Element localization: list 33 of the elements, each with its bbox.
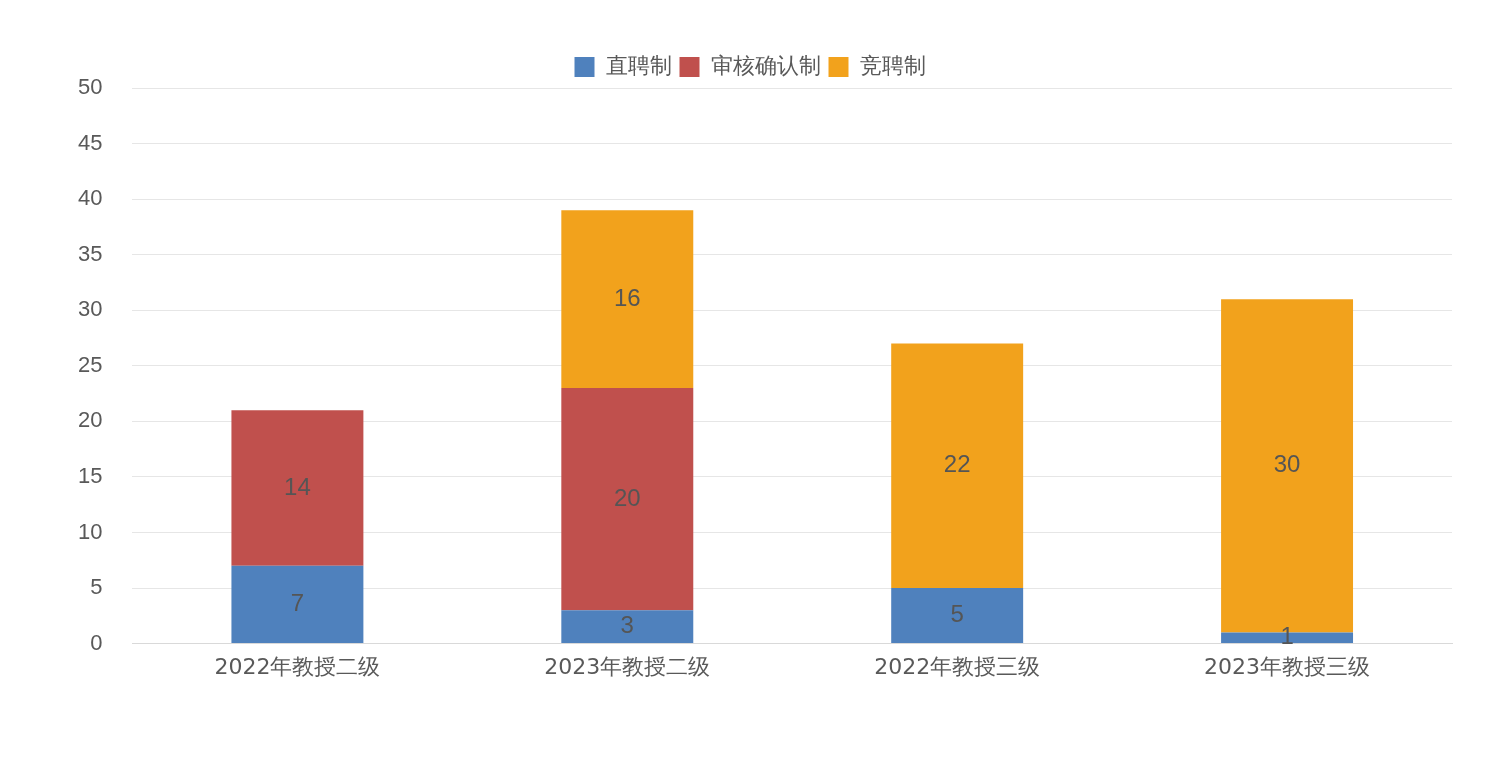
legend-label: 直聘制	[605, 52, 672, 78]
y-tick-label: 0	[90, 629, 103, 655]
data-label: 22	[943, 450, 971, 478]
x-tick-label: 2023年教授三级	[1204, 653, 1371, 679]
bar	[231, 565, 364, 644]
x-tick-label: 2023年教授二级	[544, 653, 711, 679]
y-tick-label: 20	[77, 407, 103, 433]
bar	[891, 588, 1024, 644]
bar	[891, 343, 1024, 589]
y-tick-label: 35	[77, 240, 103, 266]
bar	[561, 210, 694, 389]
y-tick-label: 40	[77, 185, 103, 211]
y-tick-label: 10	[77, 518, 103, 544]
data-label: 16	[613, 283, 641, 311]
legend-label: 竞聘制	[859, 52, 926, 78]
data-label: 30	[1273, 450, 1301, 478]
data-label: 20	[613, 483, 641, 511]
data-label: 5	[950, 600, 964, 628]
y-tick-label: 25	[77, 351, 103, 377]
y-tick-label: 50	[77, 74, 103, 100]
bar	[561, 388, 694, 611]
x-tick-label: 2022年教授三级	[874, 653, 1041, 679]
legend-label: 审核确认制	[710, 52, 821, 78]
bar	[561, 610, 694, 644]
bar	[231, 410, 364, 566]
x-tick-label: 2022年教授二级	[214, 653, 381, 679]
data-label: 3	[620, 611, 634, 639]
data-label: 14	[284, 472, 311, 500]
y-tick-label: 5	[90, 574, 103, 600]
y-tick-label: 15	[77, 462, 103, 488]
y-tick-label: 45	[77, 129, 103, 155]
data-label: 7	[290, 589, 305, 617]
y-tick-label: 30	[77, 296, 103, 322]
